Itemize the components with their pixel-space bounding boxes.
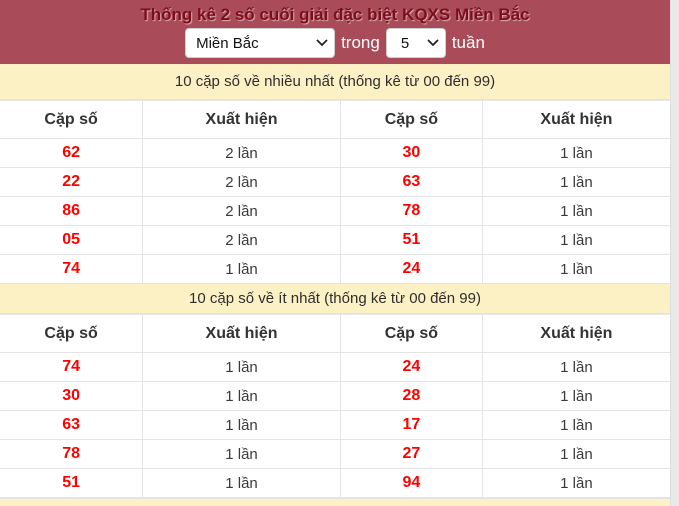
- pair-number-cell: 24: [339, 352, 483, 382]
- column-header-pair: Cặp số: [0, 100, 144, 139]
- weeks-select-wrap: 5: [385, 28, 446, 58]
- table-row: 74 1 lần 24 1 lần: [0, 352, 670, 382]
- pair-number-cell: 74: [0, 254, 144, 284]
- stats-table-least-frequent: Cặp số Xuất hiện Cặp số Xuất hiện 74 1 lầ…: [0, 314, 670, 498]
- column-header-pair: Cặp số: [339, 314, 483, 353]
- occurrence-cell: 1 lần: [142, 439, 341, 469]
- occurrence-cell: 1 lần: [142, 352, 341, 382]
- column-header-pair: Cặp số: [0, 314, 144, 353]
- pair-number-cell: 27: [339, 439, 483, 469]
- table-header-row: Cặp số Xuất hiện Cặp số Xuất hiện: [0, 314, 670, 353]
- tuan-label: tuần: [451, 33, 485, 52]
- table-header-row: Cặp số Xuất hiện Cặp số Xuất hiện: [0, 100, 670, 139]
- occurrence-cell: 2 lần: [142, 225, 341, 255]
- occurrence-cell: 1 lần: [481, 138, 670, 168]
- pair-number-cell: 28: [339, 381, 483, 411]
- table-row: 86 2 lần 78 1 lần: [0, 196, 670, 226]
- trong-label: trong: [341, 33, 380, 52]
- next-section-strip: [0, 498, 670, 506]
- occurrence-cell: 1 lần: [142, 410, 341, 440]
- occurrence-cell: 1 lần: [481, 254, 670, 284]
- column-header-occurrence: Xuất hiện: [142, 100, 341, 139]
- table-row: 63 1 lần 17 1 lần: [0, 410, 670, 440]
- occurrence-cell: 1 lần: [481, 196, 670, 226]
- table-row: 74 1 lần 24 1 lần: [0, 254, 670, 284]
- pair-number-cell: 78: [339, 196, 483, 226]
- pair-number-cell: 24: [339, 254, 483, 284]
- occurrence-cell: 1 lần: [481, 381, 670, 411]
- stats-table-most-frequent: Cặp số Xuất hiện Cặp số Xuất hiện 62 2 lầ…: [0, 100, 670, 284]
- section-title-most-frequent: 10 cặp số về nhiều nhất (thống kê từ 00 …: [0, 64, 670, 100]
- occurrence-cell: 2 lần: [142, 138, 341, 168]
- pair-number-cell: 63: [339, 167, 483, 197]
- weeks-select[interactable]: 5: [385, 28, 446, 58]
- pair-number-cell: 51: [339, 225, 483, 255]
- column-header-occurrence: Xuất hiện: [481, 100, 670, 139]
- table-body: 62 2 lần 30 1 lần 22 2 lần 63 1 lần 86 2 lần 78 1 l…: [0, 138, 670, 284]
- pair-number-cell: 78: [0, 439, 144, 469]
- occurrence-cell: 1 lần: [481, 468, 670, 498]
- table-row: 30 1 lần 28 1 lần: [0, 381, 670, 411]
- page-header: Thống kê 2 số cuối giải đặc biệt KQXS Mi…: [0, 0, 670, 64]
- scrollbar-track[interactable]: [670, 0, 679, 506]
- region-select-wrap: Miền Bắc: [185, 28, 336, 58]
- occurrence-cell: 1 lần: [481, 225, 670, 255]
- occurrence-cell: 2 lần: [142, 196, 341, 226]
- pair-number-cell: 30: [0, 381, 144, 411]
- table-row: 78 1 lần 27 1 lần: [0, 439, 670, 469]
- table-row: 05 2 lần 51 1 lần: [0, 225, 670, 255]
- table-row: 62 2 lần 30 1 lần: [0, 138, 670, 168]
- pair-number-cell: 74: [0, 352, 144, 382]
- pair-number-cell: 17: [339, 410, 483, 440]
- column-header-occurrence: Xuất hiện: [142, 314, 341, 353]
- pair-number-cell: 22: [0, 167, 144, 197]
- table-header: Cặp số Xuất hiện Cặp số Xuất hiện: [0, 100, 670, 139]
- filter-controls: Miền Bắc trong 5 tuần: [185, 28, 485, 58]
- occurrence-cell: 1 lần: [142, 468, 341, 498]
- table-body: 74 1 lần 24 1 lần 30 1 lần 28 1 lần 63 1 lần 17 1 l…: [0, 352, 670, 498]
- occurrence-cell: 2 lần: [142, 167, 341, 197]
- occurrence-cell: 1 lần: [481, 439, 670, 469]
- column-header-occurrence: Xuất hiện: [481, 314, 670, 353]
- occurrence-cell: 1 lần: [142, 381, 341, 411]
- occurrence-cell: 1 lần: [142, 254, 341, 284]
- pair-number-cell: 05: [0, 225, 144, 255]
- occurrence-cell: 1 lần: [481, 167, 670, 197]
- section-title-least-frequent: 10 cặp số về ít nhất (thống kê từ 00 đến…: [0, 284, 670, 314]
- pair-number-cell: 94: [339, 468, 483, 498]
- page-title: Thống kê 2 số cuối giải đặc biệt KQXS Mi…: [140, 5, 530, 24]
- occurrence-cell: 1 lần: [481, 410, 670, 440]
- table-row: 22 2 lần 63 1 lần: [0, 167, 670, 197]
- occurrence-cell: 1 lần: [481, 352, 670, 382]
- table-header: Cặp số Xuất hiện Cặp số Xuất hiện: [0, 314, 670, 353]
- pair-number-cell: 62: [0, 138, 144, 168]
- pair-number-cell: 86: [0, 196, 144, 226]
- region-select[interactable]: Miền Bắc: [185, 28, 336, 58]
- pair-number-cell: 30: [339, 138, 483, 168]
- pair-number-cell: 63: [0, 410, 144, 440]
- column-header-pair: Cặp số: [339, 100, 483, 139]
- table-row: 51 1 lần 94 1 lần: [0, 468, 670, 498]
- pair-number-cell: 51: [0, 468, 144, 498]
